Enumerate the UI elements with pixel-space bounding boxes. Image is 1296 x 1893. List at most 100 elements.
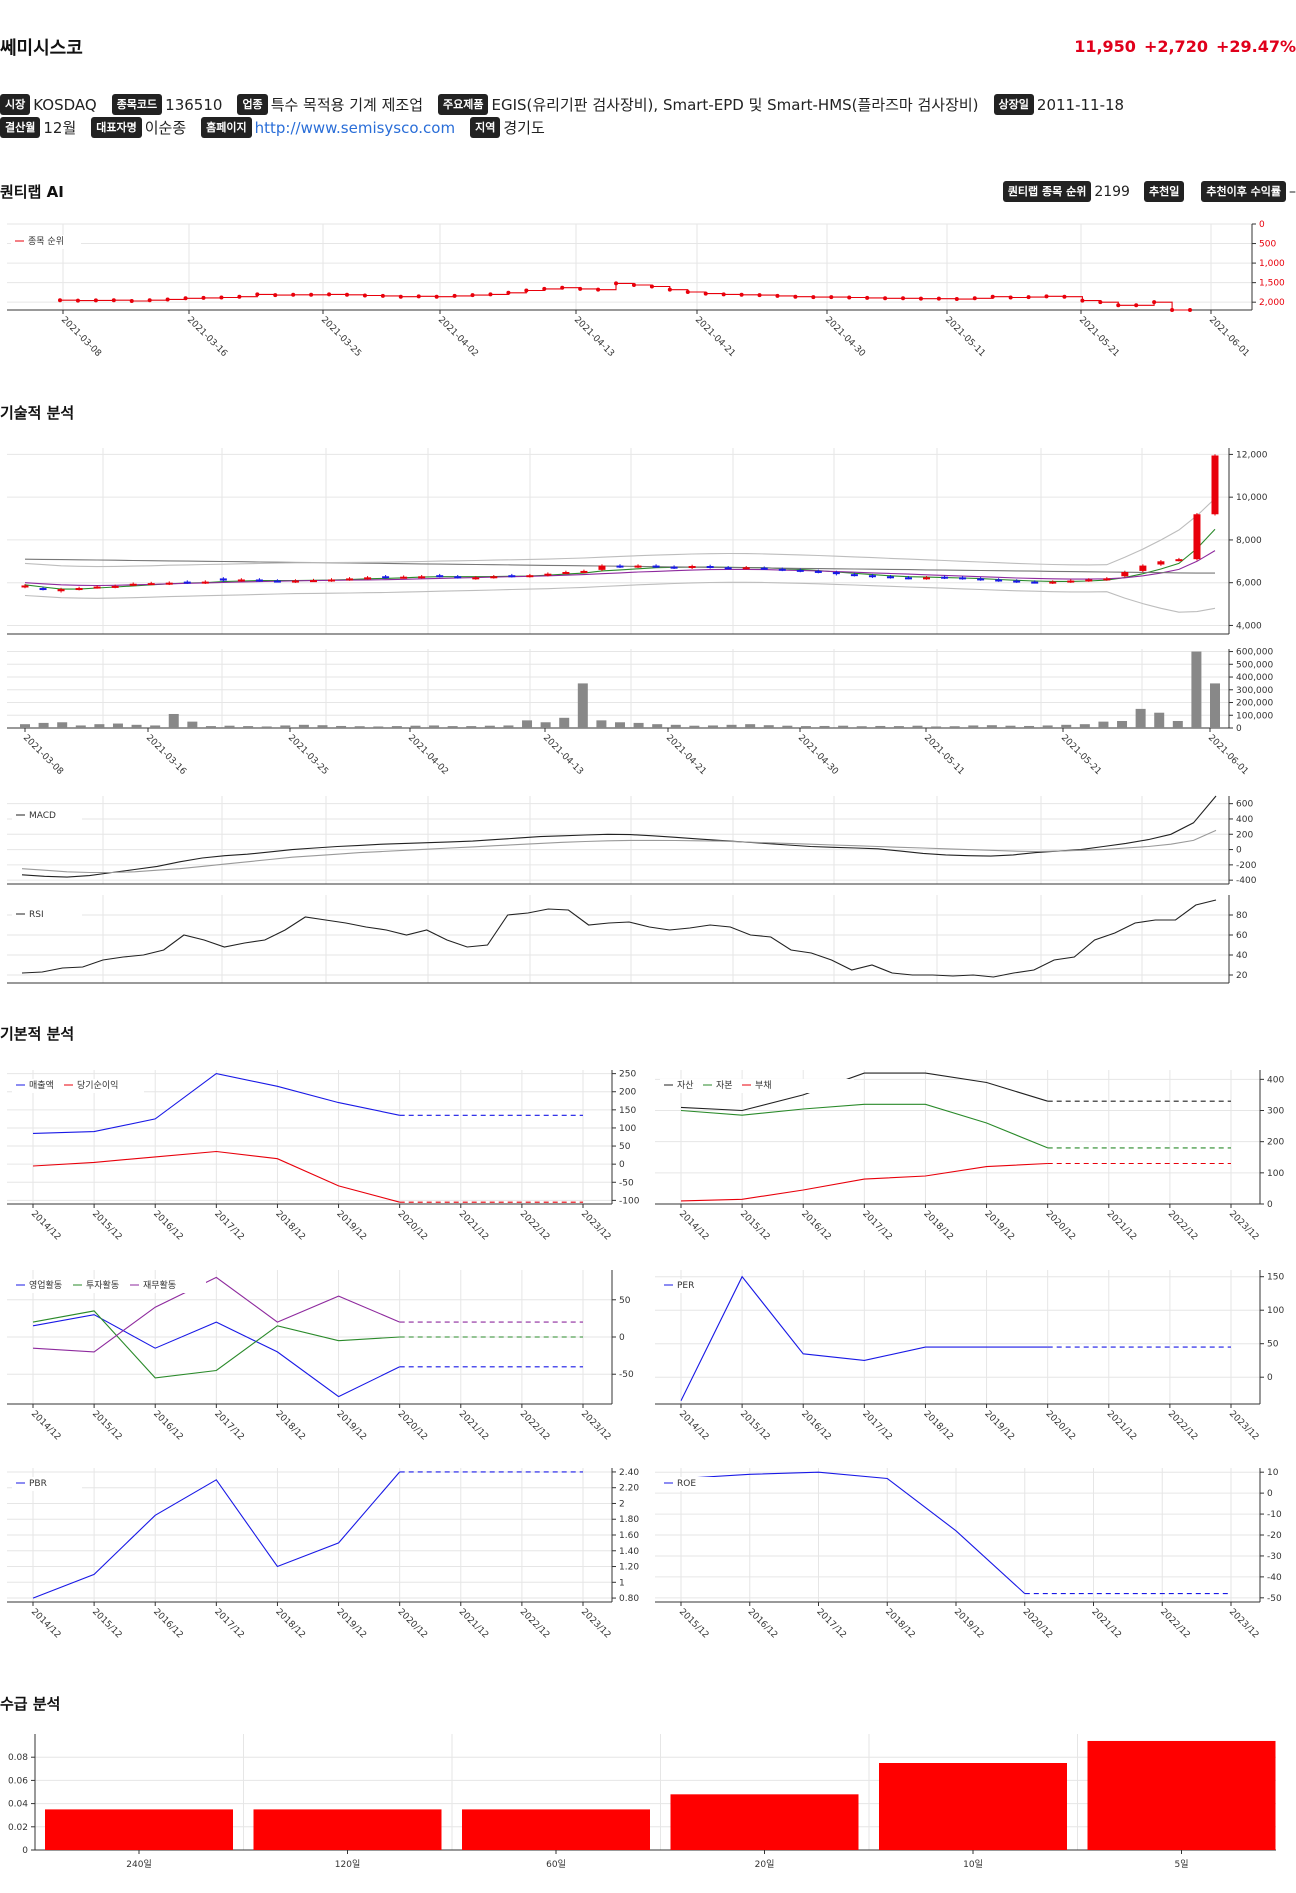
price-candle [923, 577, 931, 580]
volume-bar [745, 724, 756, 728]
rank-point [111, 298, 116, 303]
volume-bar [1191, 651, 1202, 728]
sales-xtick-label: 2021/12 [457, 1209, 491, 1243]
supply-bar [45, 1809, 233, 1850]
balance-xtick-label: 2023/12 [1227, 1209, 1261, 1243]
price-candle [995, 579, 1003, 582]
roe-xtick-label: 2023/12 [1227, 1607, 1261, 1641]
rank-point [398, 294, 403, 299]
volume-bar [912, 725, 923, 728]
rank-point [578, 286, 583, 291]
rank-point [362, 293, 367, 298]
price-candle [1175, 559, 1183, 562]
volume-bar [968, 725, 979, 728]
rec-return-label: 추천이후 수익률 [1201, 181, 1286, 202]
sales-series-1 [32, 1150, 400, 1203]
macd-legend-bg [12, 809, 82, 823]
pbr-xtick-label: 2015/12 [90, 1607, 124, 1641]
pbr-ytick-label: 1.20 [619, 1563, 639, 1573]
supply-ytick-label: 0.08 [8, 1753, 28, 1763]
price-candle [1139, 565, 1147, 571]
volume-bar [1061, 724, 1072, 728]
rank-point [1062, 294, 1067, 299]
per-legend-0: PER [677, 1281, 694, 1291]
pbr-xtick-label: 2019/12 [334, 1607, 368, 1641]
volume-bar [577, 683, 588, 728]
info-row-2: 결산월 12월 대표자명 이순종 홈페이지 http://www.semisysco.co… [0, 117, 560, 138]
pbr-ytick-label: 0.80 [619, 1594, 639, 1604]
price-candle [1121, 572, 1129, 577]
pbr-ytick-label: 1.40 [619, 1547, 639, 1557]
sales-ytick-label: -100 [619, 1196, 640, 1206]
pbr-series-0 [32, 1471, 401, 1599]
rank-point [470, 293, 475, 298]
sales-chart: -100 -50 0 50 100 150 200 250 매출액 당기순이익 2014/12 201… [7, 1070, 640, 1243]
volume-bar [800, 726, 811, 728]
rank-point [524, 288, 529, 293]
volume-bar [187, 721, 198, 728]
roe-xtick-label: 2016/12 [746, 1607, 780, 1641]
rank-point [291, 292, 296, 297]
cashflow-legend-0: 영업활동 [29, 1279, 62, 1291]
rank-point [1170, 308, 1175, 312]
cashflow-xtick-label: 2021/12 [457, 1409, 491, 1443]
volume-bar [38, 722, 49, 728]
cashflow-xtick-label: 2019/12 [334, 1409, 368, 1443]
price-candle [652, 565, 660, 568]
price-candle [1103, 578, 1111, 581]
rank-point [129, 299, 134, 304]
price-candle [418, 576, 426, 579]
rec-date-label: 추천일 [1143, 181, 1185, 202]
volume-xtick-label: 2021-04-21 [664, 733, 708, 777]
rank-point [1116, 303, 1121, 308]
volume-ytick-label: 400,000 [1236, 673, 1273, 683]
supply-xtick-label: 5일 [1174, 1859, 1188, 1870]
price-candle [526, 575, 534, 578]
roe-xtick-label: 2020/12 [1021, 1607, 1055, 1641]
sales-xtick-label: 2020/12 [396, 1209, 430, 1243]
price-candle [364, 577, 372, 580]
volume-bar [707, 725, 718, 728]
rank-point [1188, 308, 1192, 312]
volume-xtick-label: 2021-03-08 [21, 733, 65, 777]
rank-point [1152, 300, 1157, 305]
homepage-link[interactable]: http://www.semisysco.com [254, 118, 456, 137]
price-candle [1157, 561, 1165, 565]
per-legend-bg [660, 1279, 730, 1293]
price-candle [328, 579, 336, 582]
rank-value: 2199 [1094, 183, 1130, 200]
balance-xtick-label: 2021/12 [1105, 1209, 1139, 1243]
volume-bar [1024, 725, 1035, 728]
cashflow-xtick-label: 2015/12 [90, 1409, 124, 1443]
per-xtick-label: 2020/12 [1044, 1409, 1078, 1443]
sales-xtick-label: 2019/12 [334, 1209, 368, 1243]
price-ytick-label: 6,000 [1236, 579, 1262, 589]
sales-ytick-label: 100 [619, 1124, 636, 1134]
roe-ytick-label: -10 [1267, 1510, 1282, 1520]
volume-bar [838, 725, 849, 728]
price-candle [165, 582, 173, 585]
volume-bar [354, 726, 365, 728]
price-candle [814, 570, 822, 573]
cashflow-xtick-label: 2016/12 [151, 1409, 185, 1443]
cashflow-chart: -50 0 50 영업활동 투자활동 재무활동 2014/12 2015/12 2016/12 2… [7, 1270, 634, 1443]
volume-bar [1135, 708, 1146, 728]
price-candle [796, 569, 804, 572]
volume-bar [373, 726, 384, 728]
info1-label-4: 상장일 [993, 94, 1034, 115]
price-ma-0 [24, 528, 1216, 590]
rank-point [721, 292, 726, 297]
rank-point [990, 294, 995, 299]
rank-point [237, 294, 242, 299]
price-candle [977, 578, 985, 581]
pbr-ytick-label: 2.40 [619, 1468, 639, 1478]
roe-series-0 [680, 1471, 1026, 1595]
info2-value-2[interactable]: http://www.semisysco.com [255, 119, 455, 137]
rank-point [147, 298, 152, 303]
rank-point [596, 287, 601, 292]
per-series-0 [680, 1275, 1048, 1401]
volume-bar [875, 725, 886, 728]
rank-point [93, 298, 98, 303]
per-xtick-label: 2016/12 [799, 1409, 833, 1443]
price-candle [93, 586, 101, 589]
